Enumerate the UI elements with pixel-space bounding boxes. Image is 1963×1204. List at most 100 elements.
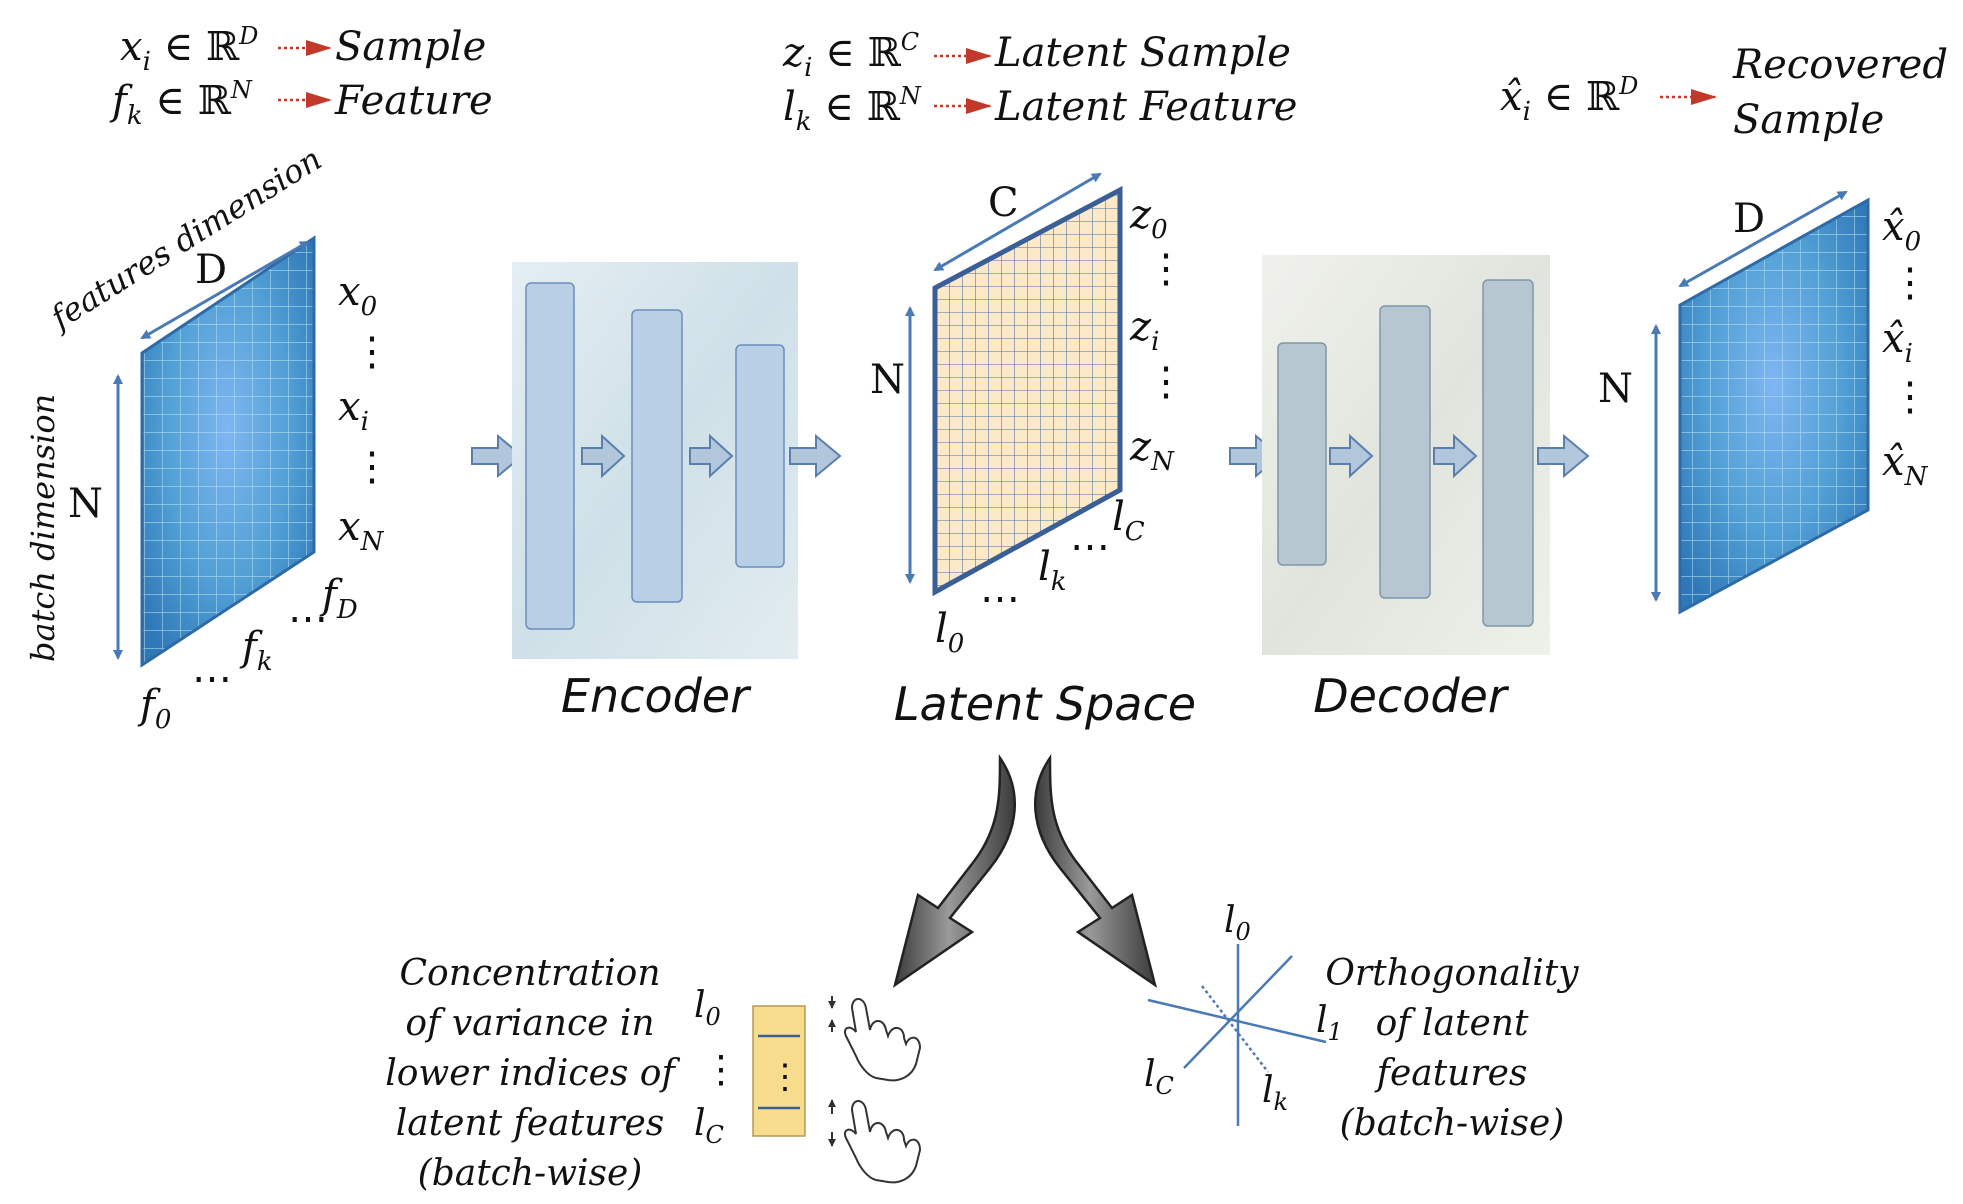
input-col-label: ⋯ bbox=[288, 596, 328, 642]
split-arrow-right bbox=[1034, 753, 1158, 988]
latent-col-labels: l0⋯lk⋯lC bbox=[935, 494, 1145, 659]
output-row-label: x̂N bbox=[1882, 439, 1929, 492]
orthogonality-text-line: (batch-wise) bbox=[1340, 1103, 1565, 1144]
ortho-lk-label: lk bbox=[1262, 1070, 1288, 1116]
latent-col-label: lk bbox=[1038, 544, 1067, 597]
input-col-label: ⋯ bbox=[192, 656, 232, 702]
orthogonality-text: Orthogonality of latent features (batch-wis… bbox=[1325, 953, 1579, 1144]
batch-dimension-label: batch dimension bbox=[24, 394, 62, 662]
output-n-label: N bbox=[1598, 366, 1633, 412]
legend-feature-label: Feature bbox=[334, 78, 493, 124]
output-row-labels: x̂0⋮x̂i⋮x̂N bbox=[1882, 204, 1930, 492]
concentration-text-line: lower indices of bbox=[385, 1053, 680, 1094]
concentration-text-line: Concentration bbox=[399, 953, 660, 994]
latent-col-label: ⋯ bbox=[1070, 524, 1110, 570]
output-d-arrow bbox=[1678, 190, 1848, 288]
input-d-label: D bbox=[195, 247, 227, 293]
orthogonality-text-line: Orthogonality bbox=[1325, 953, 1579, 994]
orthogonality-text-line: features bbox=[1374, 1053, 1528, 1094]
legend-left: xi ∈ ℝD Sample fk ∈ ℝN Feature bbox=[109, 22, 493, 131]
latent-space-label: Latent Space bbox=[894, 677, 1196, 731]
latent-col-label: lC bbox=[1112, 494, 1145, 547]
concentration-text-line: (batch-wise) bbox=[418, 1153, 643, 1194]
input-row-label: xi bbox=[338, 384, 369, 437]
input-row-label: ⋮ bbox=[352, 444, 392, 490]
flow-arrow-4 bbox=[1537, 433, 1590, 479]
output-matrix-grid bbox=[1680, 200, 1868, 612]
legend-sample-symbol: xi ∈ ℝD bbox=[120, 22, 258, 77]
split-arrow-left bbox=[892, 753, 1016, 988]
decoder-layer-1 bbox=[1277, 342, 1327, 566]
legend-latent-feature-symbol: lk ∈ ℝN bbox=[783, 82, 922, 137]
input-col-label: fD bbox=[319, 572, 358, 625]
encoder-inner-arrow-2 bbox=[689, 433, 734, 479]
concentration-panel: Concentration of variance in lower indices… bbox=[385, 953, 922, 1194]
concentration-text-line: of variance in bbox=[405, 1003, 654, 1044]
latent-row-label: z0 bbox=[1129, 192, 1168, 245]
output-row-label: x̂i bbox=[1882, 316, 1913, 369]
legend-recovered-label: Recovered bbox=[1732, 42, 1948, 88]
decoder-layer-3 bbox=[1482, 279, 1534, 627]
legend-right: x̂i ∈ ℝD Recovered Sample bbox=[1500, 42, 1948, 143]
decoder-inner-arrow-2 bbox=[1433, 433, 1478, 479]
encoder-layer-1 bbox=[525, 282, 575, 630]
ortho-l1-label: l1 bbox=[1316, 1000, 1343, 1046]
axis-lk bbox=[1201, 985, 1269, 1073]
legend-latent-feature-label: Latent Feature bbox=[994, 84, 1297, 130]
latent-c-label: C bbox=[988, 180, 1019, 226]
latent-matrix: C N z0⋮zi⋮zN l0⋯lk⋯lC Latent Space bbox=[870, 172, 1196, 731]
legend-mid: zi ∈ ℝC Latent Sample lk ∈ ℝN Latent Fea… bbox=[782, 28, 1297, 137]
decoder-layer-2 bbox=[1379, 305, 1431, 599]
flow-arrow-1 bbox=[471, 433, 524, 479]
ortho-lc-label: lC bbox=[1144, 1054, 1174, 1100]
encoder-inner-arrow-1 bbox=[581, 433, 626, 479]
axis-lc bbox=[1183, 955, 1293, 1069]
latent-col-label: l0 bbox=[935, 606, 964, 659]
input-matrix: D features dimension N batch dimension x… bbox=[24, 140, 392, 735]
decoder-inner-arrow-1 bbox=[1329, 433, 1374, 479]
ortho-l0-label: l0 bbox=[1224, 900, 1251, 946]
output-d-label: D bbox=[1733, 196, 1765, 242]
input-row-labels: x0 ⋮ xi ⋮ xN bbox=[338, 269, 392, 557]
latent-matrix-grid bbox=[935, 190, 1120, 592]
latent-row-labels: z0⋮zi⋮zN bbox=[1129, 192, 1186, 477]
concentration-bar bbox=[752, 1005, 806, 1137]
concentration-l0: l0 bbox=[694, 985, 721, 1031]
concentration-lc: lC bbox=[694, 1103, 724, 1149]
latent-row-label: ⋮ bbox=[1146, 246, 1186, 292]
input-n-label: N bbox=[68, 481, 103, 527]
concentration-dots: ⋮ bbox=[702, 1047, 740, 1091]
output-row-label: x̂0 bbox=[1882, 204, 1921, 257]
input-row-label: ⋮ bbox=[352, 329, 392, 375]
encoder-layer-2 bbox=[631, 309, 683, 603]
encoder-block: Encoder bbox=[512, 262, 798, 723]
latent-c-arrow bbox=[933, 172, 1102, 272]
encoder-label: Encoder bbox=[561, 669, 752, 723]
latent-n-label: N bbox=[870, 357, 905, 403]
latent-row-label: zi bbox=[1129, 304, 1159, 357]
output-matrix: D N x̂0⋮x̂i⋮x̂N bbox=[1598, 190, 1930, 615]
input-col-label: fk bbox=[239, 624, 273, 677]
legend-recovered-symbol: x̂i ∈ ℝD bbox=[1500, 72, 1638, 127]
legend-sample-label: Sample bbox=[335, 24, 486, 70]
input-row-label: xN bbox=[338, 504, 385, 557]
pinch-hand-icon bbox=[828, 996, 922, 1082]
legend-latent-sample-label: Latent Sample bbox=[994, 30, 1291, 76]
concentration-bar-dots: ⋮ bbox=[768, 1057, 802, 1097]
input-row-label: x0 bbox=[338, 269, 377, 322]
flow-arrow-2 bbox=[789, 433, 842, 479]
legend-recovered-label-line2: Sample bbox=[1733, 97, 1884, 143]
legend-latent-sample-symbol: zi ∈ ℝC bbox=[782, 28, 919, 83]
latent-col-label: ⋯ bbox=[980, 576, 1020, 622]
output-row-label: ⋮ bbox=[1890, 374, 1930, 420]
input-matrix-grid bbox=[142, 238, 314, 665]
legend-feature-symbol: fk ∈ ℝN bbox=[109, 76, 253, 131]
decoder-label: Decoder bbox=[1313, 669, 1510, 723]
orthogonality-panel: l0 l1 lC lk Orthogonality of latent featur… bbox=[1144, 900, 1579, 1144]
orthogonality-text-line: of latent bbox=[1376, 1003, 1529, 1044]
decoder-block: Decoder bbox=[1262, 255, 1550, 723]
output-row-label: ⋮ bbox=[1890, 260, 1930, 306]
latent-row-label: zN bbox=[1129, 424, 1175, 477]
encoder-layer-3 bbox=[735, 344, 785, 568]
